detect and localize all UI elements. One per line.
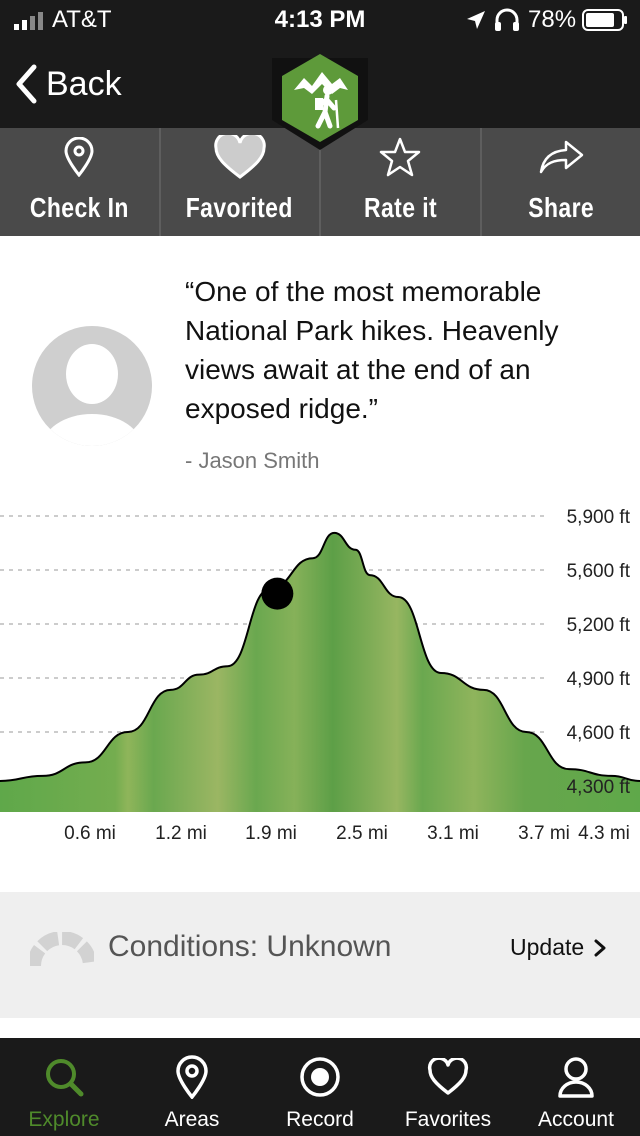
rate-it-label: Rate it — [363, 192, 437, 223]
signal-icon — [14, 12, 43, 30]
tab-account[interactable]: Account — [512, 1038, 640, 1136]
review-quote: “One of the most memorable National Park… — [185, 276, 559, 424]
x-tick-label: 3.7 mi — [518, 823, 570, 844]
tab-record[interactable]: Record — [256, 1038, 384, 1136]
location-pin-icon — [176, 1055, 208, 1099]
tab-bar: Explore Areas Record Favorites — [0, 1038, 640, 1136]
elevation-chart[interactable]: 5,900 ft 5,600 ft 5,200 ft 4,900 ft 4,600 ft… — [0, 498, 640, 848]
favorited-button[interactable]: Favorited — [161, 128, 321, 236]
conditions-label: Conditions: Unknown — [108, 930, 392, 963]
tab-areas[interactable]: Areas — [128, 1038, 256, 1136]
y-tick-label: 5,600 ft — [567, 561, 631, 582]
back-label: Back — [46, 64, 122, 103]
update-label: Update — [510, 934, 585, 960]
rate-it-button[interactable]: Rate it — [321, 128, 482, 236]
position-marker[interactable] — [261, 577, 294, 610]
y-tick-label: 5,900 ft — [567, 507, 631, 528]
tab-favorites[interactable]: Favorites — [384, 1038, 512, 1136]
clock: 4:13 PM — [274, 6, 366, 33]
hiker-icon — [272, 54, 368, 150]
heart-outline-icon — [427, 1058, 469, 1095]
y-tick-label: 4,300 ft — [567, 777, 631, 798]
location-pin-icon — [64, 137, 94, 177]
battery-percentage: 78% — [528, 6, 577, 33]
avatar — [32, 326, 152, 446]
tab-explore-label: Explore — [28, 1108, 100, 1131]
y-tick-label: 4,600 ft — [567, 723, 631, 744]
status-bar: AT&T 4:13 PM 78% — [0, 0, 640, 40]
share-label: Share — [527, 192, 594, 223]
heart-filled-icon — [214, 135, 266, 179]
tab-account-label: Account — [538, 1108, 614, 1131]
share-arrow-icon — [539, 140, 583, 174]
x-tick-label: 2.5 mi — [336, 823, 388, 844]
x-tick-label: 1.9 mi — [245, 823, 297, 844]
x-tick-label: 4.3 mi — [578, 823, 630, 844]
back-button[interactable]: Back — [14, 60, 122, 108]
star-icon — [380, 137, 421, 177]
search-icon — [46, 1059, 84, 1097]
y-tick-label: 5,200 ft — [567, 615, 631, 636]
conditions-panel: Conditions: Unknown Update — [0, 892, 640, 1018]
tab-areas-label: Areas — [164, 1108, 220, 1131]
update-button[interactable]: Update — [510, 934, 608, 961]
elevation-line — [0, 531, 640, 782]
carrier-name: AT&T — [52, 6, 112, 33]
user-icon — [558, 1057, 594, 1098]
tab-explore[interactable]: Explore — [0, 1038, 128, 1136]
y-tick-label: 4,900 ft — [567, 669, 631, 690]
record-icon — [300, 1057, 340, 1097]
tab-record-label: Record — [286, 1108, 354, 1131]
battery-icon — [582, 9, 627, 31]
share-button[interactable]: Share — [482, 128, 640, 236]
check-in-button[interactable]: Check In — [0, 128, 161, 236]
x-tick-label: 0.6 mi — [64, 823, 116, 844]
review-author: - Jason Smith — [185, 448, 320, 473]
chevron-left-icon — [16, 64, 37, 104]
headphones-icon — [495, 8, 519, 31]
x-tick-label: 3.1 mi — [427, 823, 479, 844]
tab-favorites-label: Favorites — [404, 1108, 492, 1131]
elevation-area — [0, 532, 640, 812]
favorited-label: Favorited — [186, 192, 294, 223]
chevron-right-icon — [594, 939, 606, 956]
location-arrow-icon — [467, 11, 485, 29]
gauge-icon — [30, 932, 94, 967]
x-tick-label: 1.2 mi — [155, 823, 207, 844]
check-in-label: Check In — [29, 192, 129, 223]
